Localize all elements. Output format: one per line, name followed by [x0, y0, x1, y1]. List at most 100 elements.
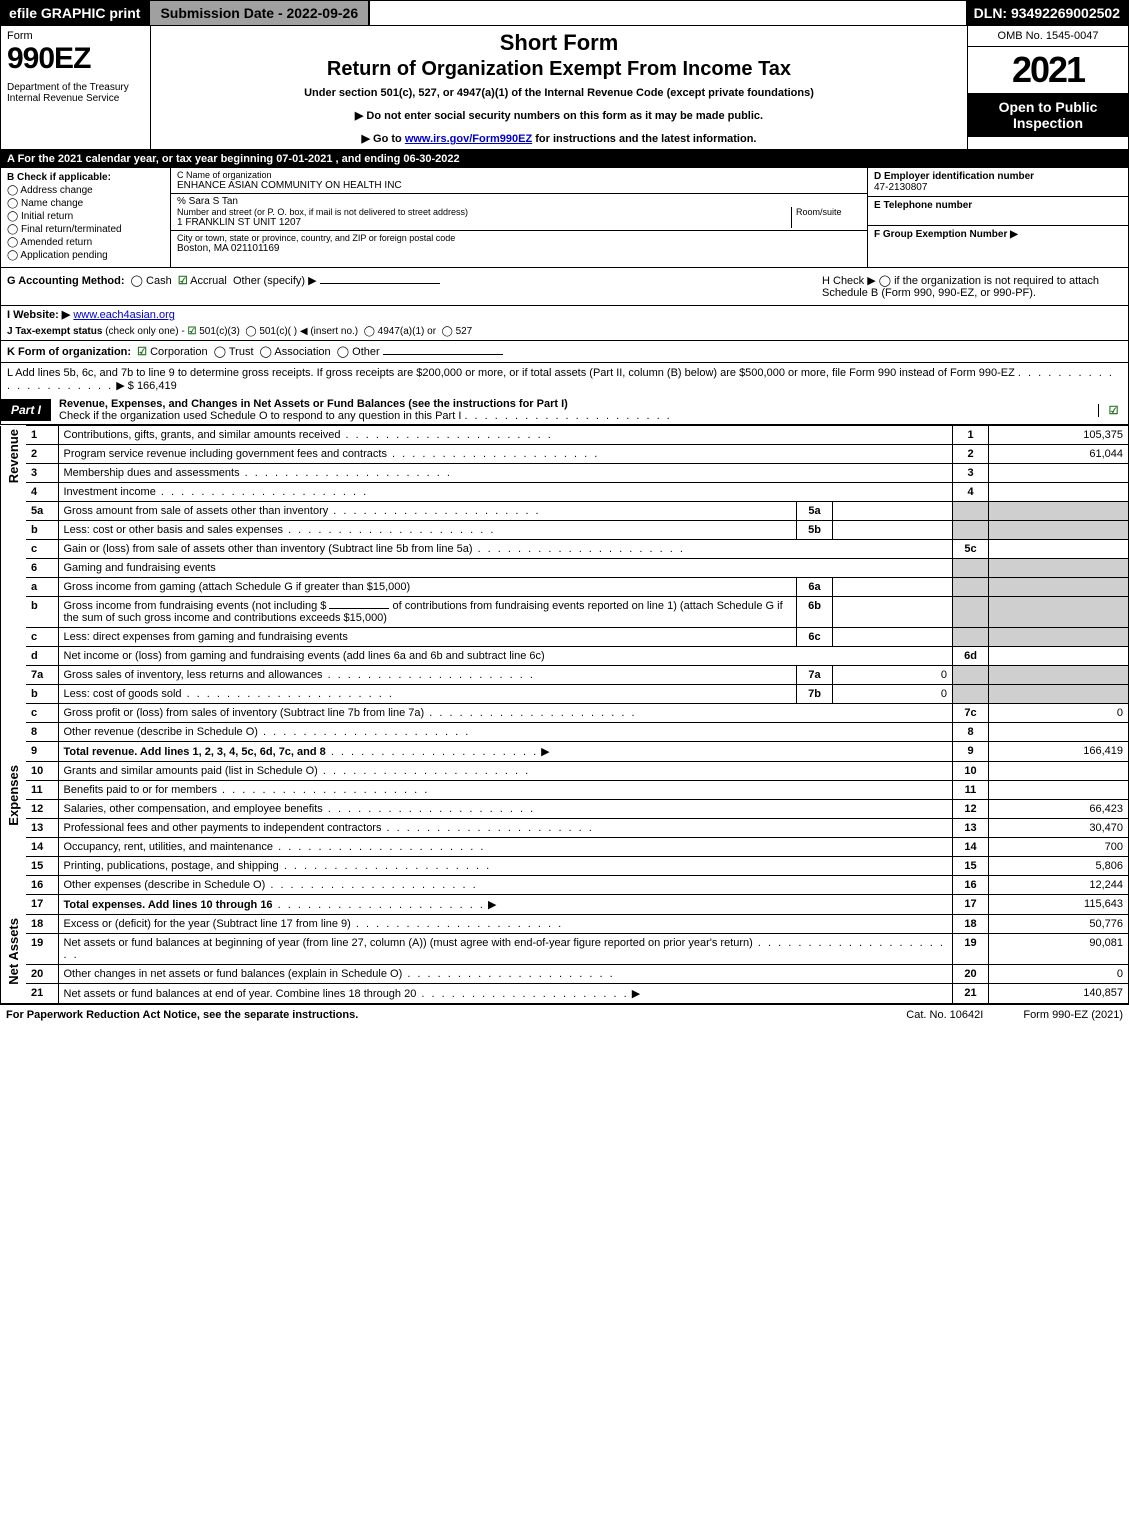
line-num: 19 — [26, 934, 58, 965]
irs-link[interactable]: www.irs.gov/Form990EZ — [405, 133, 532, 145]
form-number: 990EZ — [7, 42, 144, 76]
g-cash[interactable]: Cash — [146, 275, 172, 287]
row-i: I Website: ▶ www.each4asian.org — [0, 306, 1129, 323]
row-j: J Tax-exempt status (check only one) - ☑… — [0, 323, 1129, 341]
g-other[interactable]: Other (specify) ▶ — [233, 275, 317, 287]
city-value: Boston, MA 021101169 — [177, 243, 861, 254]
line-rnum: 16 — [953, 876, 989, 895]
chk-initial-return[interactable]: ◯ Initial return — [7, 211, 164, 222]
line-num: 1 — [26, 426, 58, 445]
chk-address-change[interactable]: ◯ Address change — [7, 185, 164, 196]
street: 1 FRANKLIN ST UNIT 1207 — [177, 217, 791, 228]
ssn-warning: ▶ Do not enter social security numbers o… — [159, 109, 959, 122]
line-val — [989, 483, 1129, 502]
line-num: 14 — [26, 838, 58, 857]
website-link[interactable]: www.each4asian.org — [73, 309, 175, 321]
j-501c[interactable]: 501(c)( ) ◀ (insert no.) — [259, 326, 358, 337]
line-num: 2 — [26, 445, 58, 464]
f-label: F Group Exemption Number ▶ — [874, 229, 1018, 240]
line-num: b — [26, 685, 58, 704]
line-num: 4 — [26, 483, 58, 502]
line-rnum: 12 — [953, 800, 989, 819]
k-corp[interactable]: Corporation — [150, 346, 207, 358]
j-527[interactable]: 527 — [456, 326, 473, 337]
line-desc: Excess or (deficit) for the year (Subtra… — [64, 918, 351, 930]
line-desc: Occupancy, rent, utilities, and maintena… — [64, 841, 274, 853]
sub-num: 6c — [797, 628, 833, 647]
line-rnum: 3 — [953, 464, 989, 483]
line-val: 700 — [989, 838, 1129, 857]
chk-final-return[interactable]: ◯ Final return/terminated — [7, 224, 164, 235]
g-accrual[interactable]: Accrual — [190, 275, 227, 287]
line-val: 0 — [989, 704, 1129, 723]
sub-num: 6b — [797, 597, 833, 628]
part-i-bar: Part I Revenue, Expenses, and Changes in… — [0, 396, 1129, 425]
line-num: 11 — [26, 781, 58, 800]
sub-val: 0 — [833, 666, 953, 685]
line-rnum: 10 — [953, 762, 989, 781]
line-desc: Gross amount from sale of assets other t… — [64, 505, 329, 517]
line-desc: Total expenses. Add lines 10 through 16 — [64, 899, 273, 911]
e-label: E Telephone number — [874, 200, 972, 211]
chk-name-change[interactable]: ◯ Name change — [7, 198, 164, 209]
line-num: a — [26, 578, 58, 597]
j-note: (check only one) - — [105, 326, 184, 337]
efile-label: efile GRAPHIC print — [1, 1, 148, 25]
chk-application-pending[interactable]: ◯ Application pending — [7, 250, 164, 261]
line-num: 8 — [26, 723, 58, 742]
k-label: K Form of organization: — [7, 346, 131, 358]
sub-val — [833, 521, 953, 540]
sub-val — [833, 628, 953, 647]
sub-val — [833, 597, 953, 628]
d-label: D Employer identification number — [874, 171, 1034, 182]
row-gh: G Accounting Method: ◯ Cash ☑ Accrual Ot… — [0, 268, 1129, 306]
sub-num: 6a — [797, 578, 833, 597]
section-bcdef: B Check if applicable: ◯ Address change … — [0, 168, 1129, 268]
sub-val — [833, 578, 953, 597]
row-l: L Add lines 5b, 6c, and 7b to line 9 to … — [0, 363, 1129, 396]
line-num: 6 — [26, 559, 58, 578]
i-label: I Website: ▶ — [7, 309, 70, 321]
sub-num: 5a — [797, 502, 833, 521]
chk-amended-return[interactable]: ◯ Amended return — [7, 237, 164, 248]
k-assoc[interactable]: Association — [274, 346, 330, 358]
line-num: 16 — [26, 876, 58, 895]
care-of: % Sara S Tan — [177, 196, 861, 207]
line-desc: Program service revenue including govern… — [64, 448, 387, 460]
line-val: 0 — [989, 965, 1129, 984]
line-desc: Net assets or fund balances at end of ye… — [64, 988, 417, 1000]
footer-left: For Paperwork Reduction Act Notice, see … — [6, 1009, 866, 1021]
subtitle: Under section 501(c), 527, or 4947(a)(1)… — [159, 87, 959, 99]
line-num: 15 — [26, 857, 58, 876]
line-val: 30,470 — [989, 819, 1129, 838]
line-val — [989, 540, 1129, 559]
line-num: 3 — [26, 464, 58, 483]
col-b-label: B Check if applicable: — [7, 172, 164, 183]
k-trust[interactable]: Trust — [229, 346, 254, 358]
line-desc: Gross sales of inventory, less returns a… — [64, 669, 323, 681]
line-desc: Total revenue. Add lines 1, 2, 3, 4, 5c,… — [64, 746, 326, 758]
g-label: G Accounting Method: — [7, 275, 125, 287]
line-num: d — [26, 647, 58, 666]
goto-prefix: ▶ Go to — [362, 133, 405, 145]
sub-val: 0 — [833, 685, 953, 704]
line-rnum: 9 — [953, 742, 989, 762]
line-desc: Gross profit or (loss) from sales of inv… — [64, 707, 425, 719]
line-val — [989, 762, 1129, 781]
city-label: City or town, state or province, country… — [177, 233, 861, 243]
line-rnum: 11 — [953, 781, 989, 800]
line-val — [989, 647, 1129, 666]
dln-label: DLN: 93492269002502 — [966, 1, 1128, 25]
j-501c3[interactable]: 501(c)(3) — [199, 326, 240, 337]
k-other[interactable]: Other — [352, 346, 380, 358]
line-val: 50,776 — [989, 915, 1129, 934]
line-desc: Other revenue (describe in Schedule O) — [64, 726, 258, 738]
j-4947[interactable]: 4947(a)(1) or — [378, 326, 436, 337]
sub-num: 7b — [797, 685, 833, 704]
line-rnum: 17 — [953, 895, 989, 915]
line-desc: Less: direct expenses from gaming and fu… — [64, 631, 348, 643]
col-def: D Employer identification number 47-2130… — [868, 168, 1128, 267]
line-num: b — [26, 521, 58, 540]
line-num: 5a — [26, 502, 58, 521]
submission-date: Submission Date - 2022-09-26 — [148, 1, 370, 25]
